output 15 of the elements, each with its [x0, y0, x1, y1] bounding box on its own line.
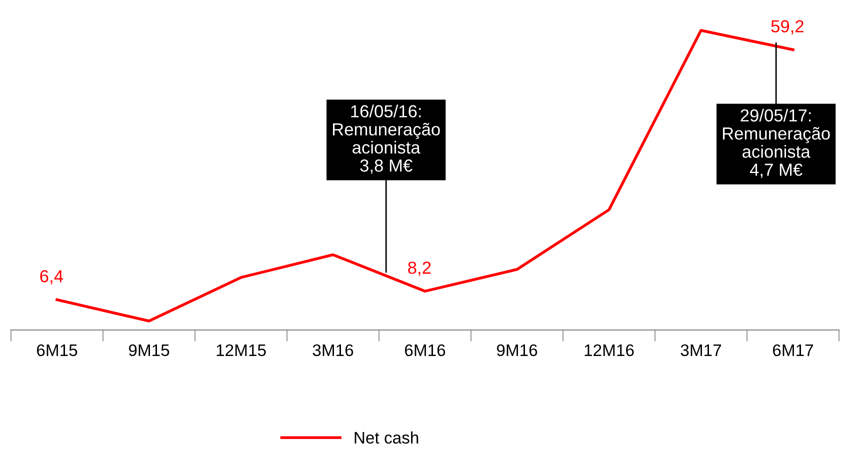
x-tick-label: 9M15 [128, 344, 170, 356]
x-tick-label: 12M16 [584, 344, 634, 356]
data-label: 6,4 [40, 270, 64, 284]
x-tick-label: 12M15 [216, 344, 266, 356]
x-tick-label: 6M15 [37, 344, 78, 356]
x-tick-label: 6M17 [773, 344, 814, 356]
x-tick-label: 3M16 [312, 344, 354, 356]
annotation: 29/05/17: Remuneração acionista 4,7 M€ [722, 108, 830, 178]
legend-label: Net cash [354, 431, 418, 444]
x-tick-label: 6M16 [405, 344, 446, 356]
data-label: 59,2 [771, 20, 804, 34]
data-label: 8,2 [408, 262, 431, 276]
x-tick-label: 3M17 [680, 344, 722, 356]
x-tick-label: 9M16 [496, 344, 538, 356]
annotation: 16/05/16: Remuneração acionista 3,8 M€ [332, 104, 440, 174]
